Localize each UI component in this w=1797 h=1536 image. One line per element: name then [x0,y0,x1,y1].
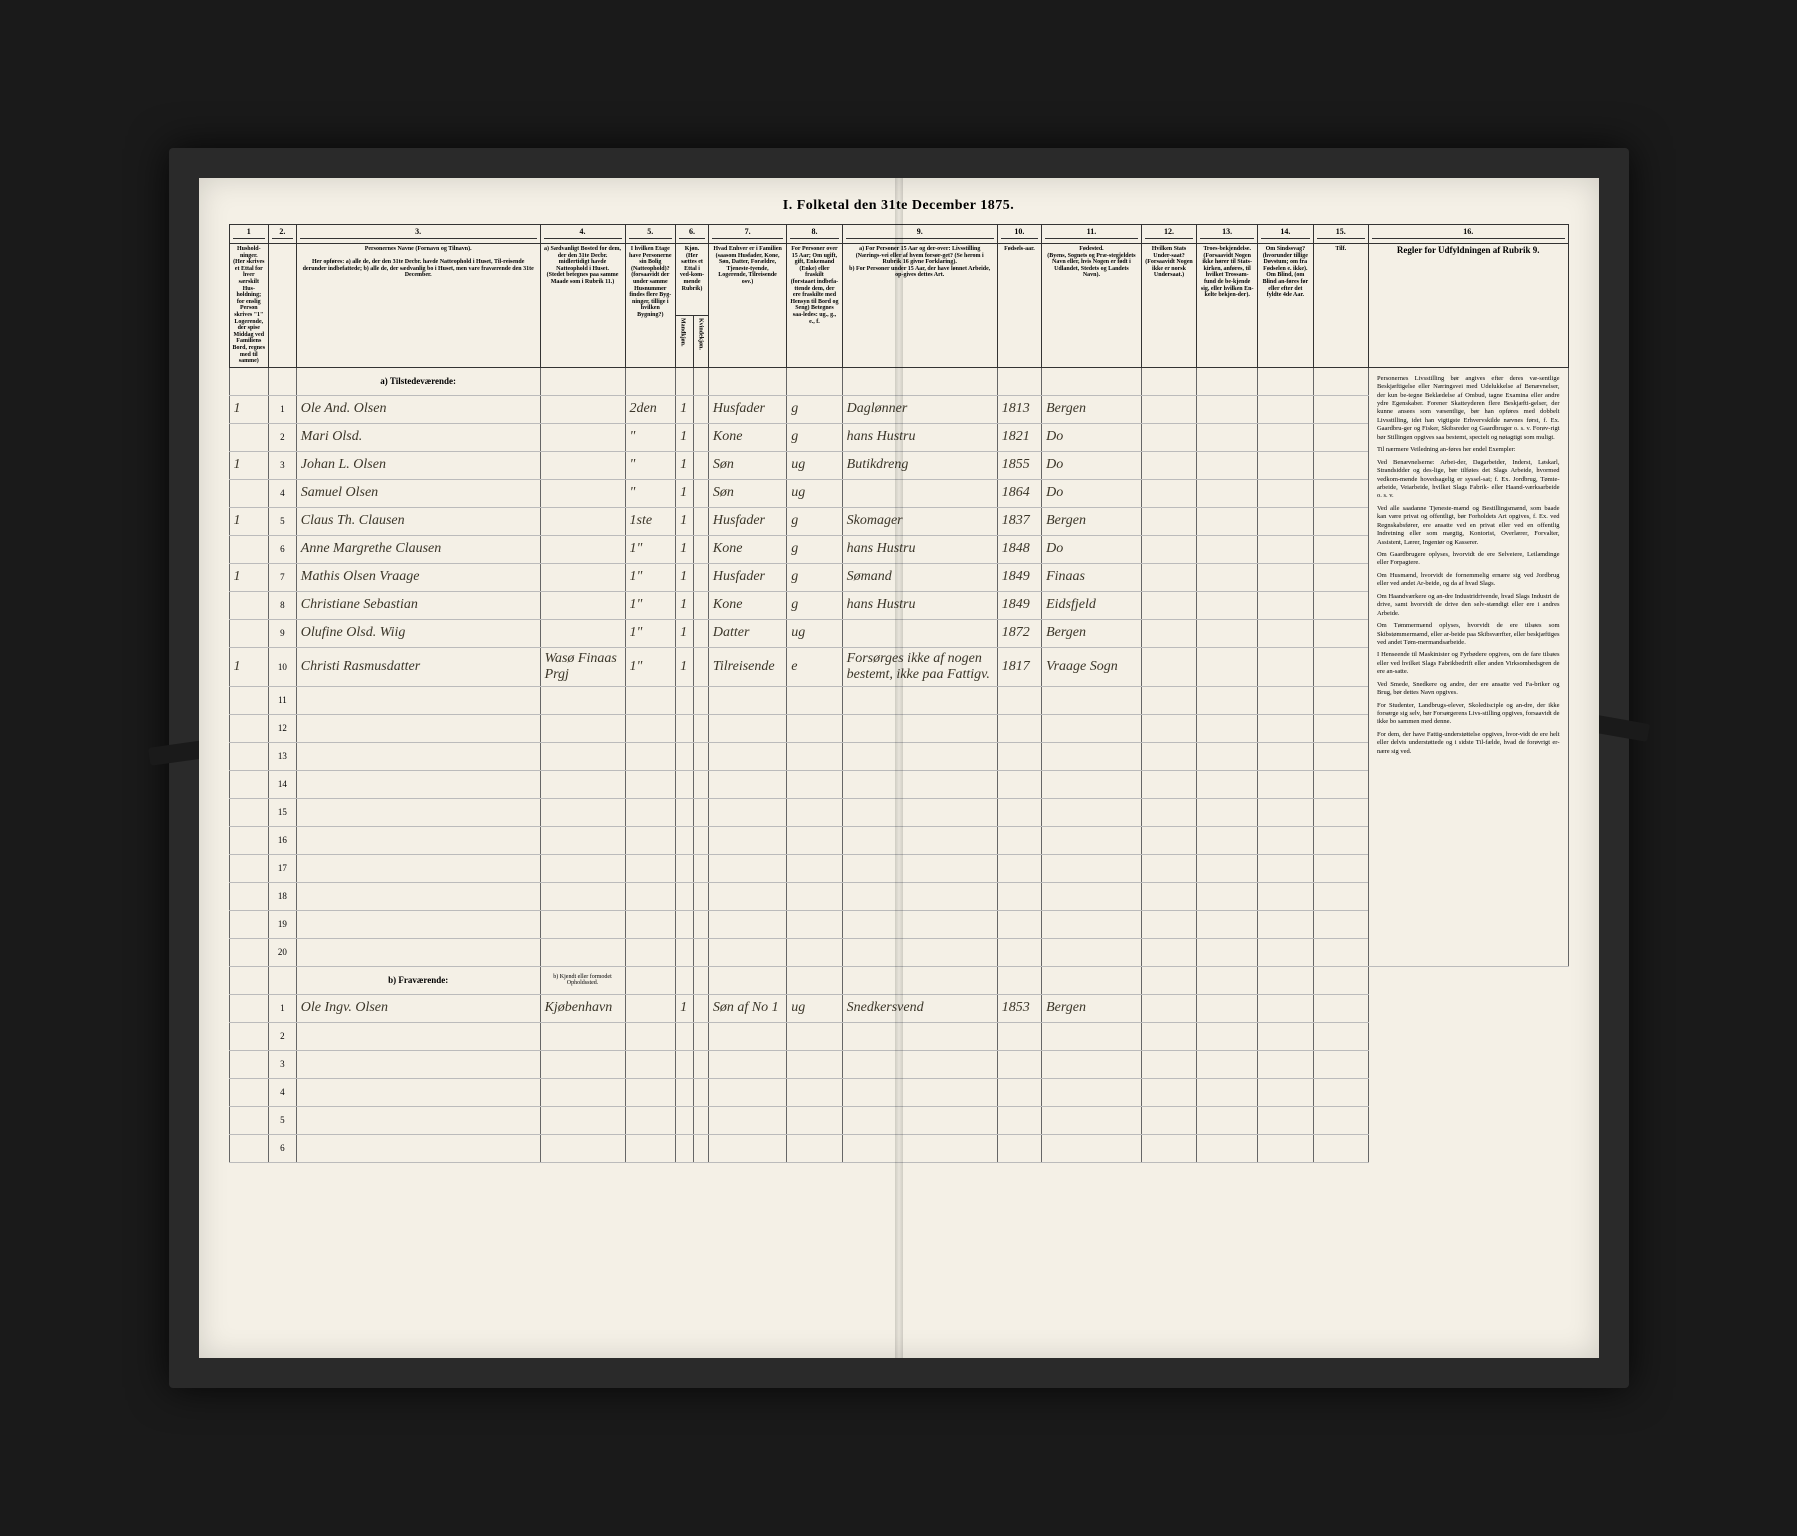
table-row: 14 [229,770,1568,798]
rules-paragraph: Om Husmænd, hvorvidt de fornemmelig ernæ… [1377,572,1560,589]
rules-paragraph: Om Gaardbrugere oplyses, hvorvidt de ere… [1377,551,1560,568]
table-row: 19 [229,910,1568,938]
book-frame: I. Folketal den 31te December 1875. 1 2.… [169,148,1629,1388]
header-nation: Hvilken Stats Under-saat?(Forsaavidt Nog… [1145,246,1193,279]
header-deaf: Om Sindssvag?(hvorunder tillige Døvstum;… [1261,246,1309,299]
rules-paragraph: For Studenter, Landbrugs-elever, Skoledi… [1377,702,1560,727]
table-row: 17Mathis Olsen Vraage1"1HusfadergSømand1… [229,563,1568,591]
header-residence: a) Sædvanligt Bosted for dem, der den 31… [544,246,622,286]
rules-paragraph: For dem, der have Fattig-understøttelse … [1377,731,1560,756]
table-row: 16 [229,826,1568,854]
table-row: 11Ole And. Olsen2den1HusfadergDaglønner1… [229,395,1568,423]
rules-paragraph: Til nærmere Veiledning an-føres her ende… [1377,446,1560,454]
table-row: 110Christi RasmusdatterWasø Finaas Prgj1… [229,647,1568,686]
table-row: 6Anne Margrethe Clausen1"1Koneghans Hust… [229,535,1568,563]
header-occupation: a) For Personer 15 Aar og der-over: Livs… [846,246,994,279]
table-row: 20 [229,938,1568,966]
header-year: Fødsels-aar. [1001,246,1038,253]
table-row: 9Olufine Olsd. Wiig1"1Datterug1872Bergen [229,619,1568,647]
header-marital: For Personer over 15 Aar; Om ugift, gift… [790,246,838,325]
header-insane: Tilf. [1317,246,1365,253]
table-row: 1Ole Ingv. OlsenKjøbenhavn1Søn af No 1ug… [229,994,1568,1022]
header-religion: Troes-bekjendelse.(Forsaavidt Nogen ikke… [1200,246,1254,299]
header-household: Hushold-ninger.(Her skrives et Ettal for… [233,246,266,365]
rules-paragraph: Ved Smede, Snedkere og andre, der ere an… [1377,681,1560,698]
ledger-page: I. Folketal den 31te December 1875. 1 2.… [199,178,1599,1358]
table-row: 12 [229,714,1568,742]
header-names: Personernes Navne (Fornavn og Tilnavn).H… [300,246,537,279]
rules-cell: Personernes Livsstilling bør angives eft… [1368,367,1568,966]
rules-paragraph: Om Haandværkere og an-dre Industridriven… [1377,593,1560,618]
rules-paragraph: Ved Benævnelserne: Arbei-der, Dagarbeide… [1377,459,1560,501]
table-row: 17 [229,854,1568,882]
table-row: 5 [229,1106,1568,1134]
section-absent-label: b) Fraværende: [296,966,540,994]
rules-paragraph: Personernes Livsstilling bør angives eft… [1377,375,1560,443]
table-row: 15 [229,798,1568,826]
header-floor: I hvilken Etage have Personerne sin Boli… [629,246,673,319]
absent-col4-label: b) Kjendt eller formodet Opholdssted. [540,966,625,994]
table-row: 4 [229,1078,1568,1106]
table-row: 6 [229,1134,1568,1162]
section-present-label: a) Tilstedeværende: [296,367,540,395]
table-row: 4Samuel Olsen"1Sønug1864Do [229,479,1568,507]
table-row: 13 [229,742,1568,770]
page-title: I. Folketal den 31te December 1875. [229,198,1569,214]
table-row: 3 [229,1050,1568,1078]
rules-paragraph: I Henseende til Maskinister og Fyrbødere… [1377,651,1560,676]
table-row: 15Claus Th. Clausen1ste1HusfadergSkomage… [229,507,1568,535]
census-table: 1 2. 3. 4. 5. 6. 7. 8. 9. 10. 11. 12. 13… [229,224,1569,1163]
absent-section: b) Fraværende: b) Kjendt eller formodet … [229,966,1568,1162]
table-row: 2 [229,1022,1568,1050]
table-row: 8Christiane Sebastian1"1Koneghans Hustru… [229,591,1568,619]
rules-paragraph: Om Tømmermænd oplyses, hvorvidt de ere t… [1377,622,1560,647]
table-row: 11 [229,686,1568,714]
table-header: 1 2. 3. 4. 5. 6. 7. 8. 9. 10. 11. 12. 13… [229,225,1568,368]
table-row: 13Johan L. Olsen"1SønugButikdreng1855Do [229,451,1568,479]
header-sex: Kjøn.(Her sættes et Ettal i ved-kom-mend… [679,246,705,292]
table-row: 2Mari Olsd."1Koneghans Hustru1821Do [229,423,1568,451]
header-family: Hvad Enhver er i Familien(saasom Husfade… [712,246,783,286]
rules-paragraph: Ved alle saadanne Tjeneste-mænd og Besti… [1377,505,1560,547]
header-birthplace: Fødested.(Byens, Sognets og Præ-stegjeld… [1045,246,1138,279]
table-row: 18 [229,882,1568,910]
header-rules: Regler for Udfyldningen af Rubrik 9. [1372,246,1565,256]
present-section: a) Tilstedeværende: Personernes Livsstil… [229,367,1568,966]
